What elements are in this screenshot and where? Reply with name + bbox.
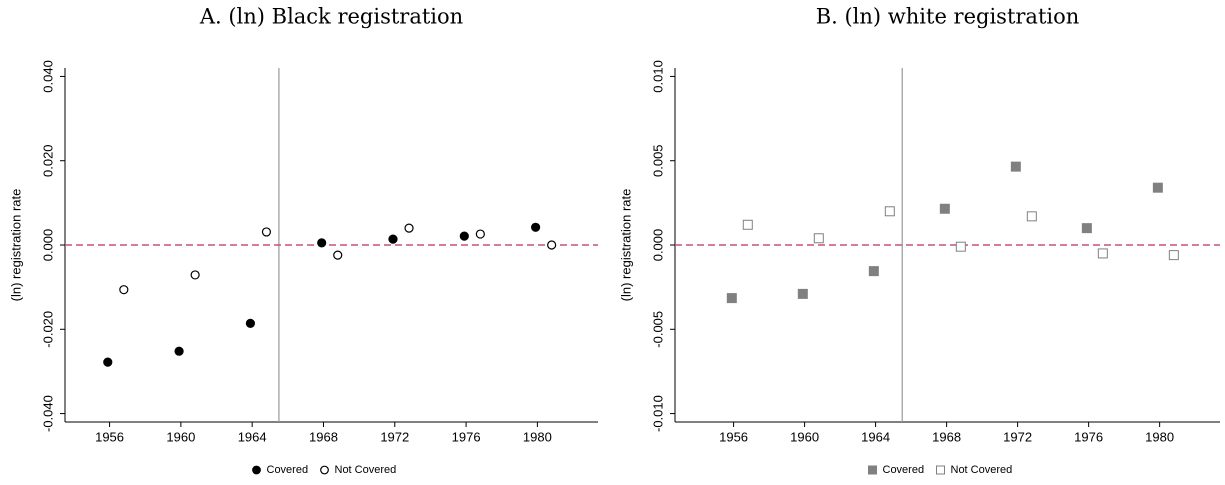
marker (1010, 161, 1021, 172)
legend-marker (868, 465, 877, 475)
marker (261, 227, 272, 237)
marker (547, 240, 557, 250)
y-tick-label: -0.020 (40, 311, 55, 348)
y-tick-label: 0.010 (650, 60, 665, 93)
marker (1152, 182, 1163, 193)
legend-label: Covered (883, 464, 925, 476)
marker (119, 285, 129, 295)
marker (797, 288, 808, 299)
marker (742, 219, 753, 230)
x-tick-label: 1976 (1074, 429, 1103, 444)
legend-marker (320, 465, 329, 475)
x-tick-label: 1960 (790, 429, 819, 444)
x-tick-label: 1976 (452, 429, 481, 444)
marker (868, 266, 879, 277)
marker (1097, 248, 1108, 259)
x-tick-label: 1968 (309, 429, 338, 444)
marker (1168, 250, 1179, 261)
marker (1081, 223, 1092, 234)
x-tick-label: 1980 (523, 429, 552, 444)
x-tick-label: 1956 (95, 429, 124, 444)
x-tick-label: 1964 (861, 429, 890, 444)
marker (475, 229, 485, 239)
legend-label: Not Covered (335, 464, 397, 476)
x-tick-label: 1960 (166, 429, 195, 444)
chart-title: A. (ln) Black registration (199, 5, 463, 29)
legend-label: Covered (267, 464, 309, 476)
marker (190, 270, 200, 280)
y-tick-label: 0.005 (650, 144, 665, 177)
y-tick-label: 0.040 (40, 60, 55, 93)
legend-marker (936, 465, 945, 475)
y-axis-label: (ln) registration rate (618, 189, 633, 302)
marker (939, 203, 950, 214)
marker (531, 222, 541, 232)
y-axis-label: (ln) registration rate (8, 189, 23, 302)
marker (884, 206, 895, 217)
marker (388, 234, 398, 244)
marker (955, 241, 966, 252)
y-tick-label: -0.005 (650, 311, 665, 348)
marker (726, 293, 737, 304)
marker (1026, 211, 1037, 222)
x-tick-label: 1980 (1145, 429, 1174, 444)
y-tick-label: 0.000 (650, 229, 665, 262)
chart-title: B. (ln) white registration (816, 5, 1080, 29)
legend-label: Not Covered (951, 464, 1013, 476)
x-tick-label: 1964 (238, 429, 267, 444)
marker (813, 233, 824, 244)
y-tick-label: 0.000 (40, 229, 55, 262)
x-tick-label: 1972 (1003, 429, 1032, 444)
marker (333, 250, 343, 260)
marker (317, 238, 327, 248)
x-tick-label: 1972 (380, 429, 409, 444)
x-tick-label: 1968 (932, 429, 961, 444)
legend-marker (252, 465, 261, 475)
marker (404, 223, 414, 233)
y-tick-label: -0.010 (650, 395, 665, 432)
y-tick-label: 0.020 (40, 144, 55, 177)
marker (174, 346, 184, 356)
x-tick-label: 1956 (719, 429, 748, 444)
y-tick-label: -0.040 (40, 395, 55, 432)
marker (245, 318, 255, 328)
marker (459, 231, 469, 241)
marker (103, 357, 113, 367)
